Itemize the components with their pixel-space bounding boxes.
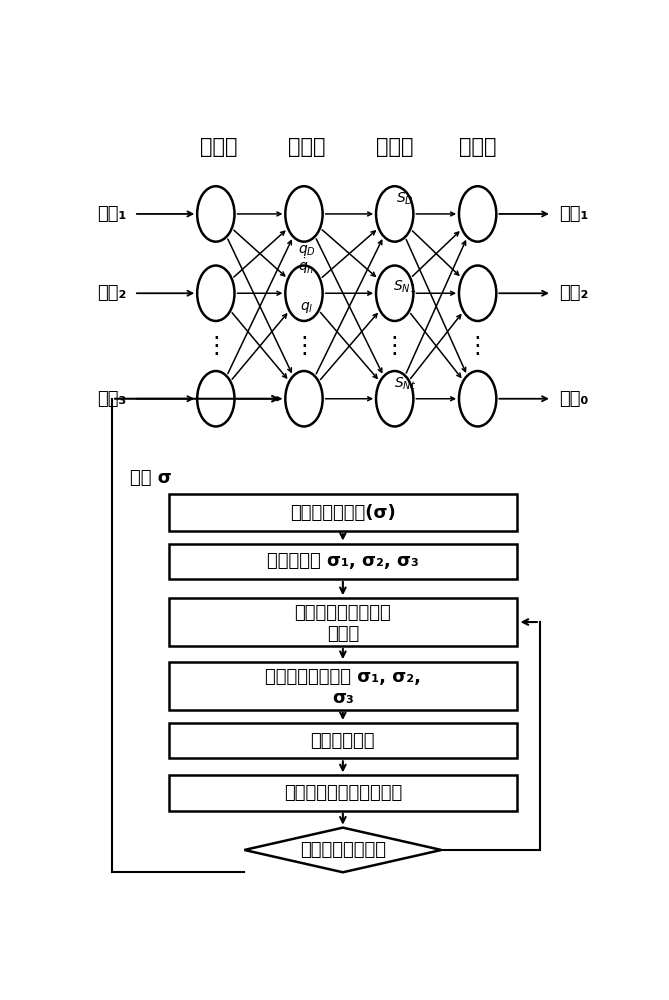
Text: ⋮: ⋮ — [292, 334, 316, 358]
Bar — [169, 494, 516, 531]
Text: σ₃: σ₃ — [332, 689, 354, 707]
Text: 更新狼群并计算灰狼: 更新狼群并计算灰狼 — [294, 604, 391, 622]
Text: ⋮: ⋮ — [383, 334, 407, 358]
Text: 输入层: 输入层 — [199, 137, 237, 157]
Text: 适应度: 适应度 — [326, 625, 359, 643]
Text: 求和层: 求和层 — [376, 137, 413, 157]
Text: $S_{Nt}$: $S_{Nt}$ — [394, 375, 416, 392]
Text: 变量₂: 变量₂ — [98, 284, 127, 302]
Text: 狼群位置更新: 狼群位置更新 — [310, 732, 375, 750]
Text: 输出层: 输出层 — [459, 137, 496, 157]
Text: $S_{N1}$: $S_{N1}$ — [393, 279, 417, 295]
Text: 初始化狼群位置(σ): 初始化狼群位置(σ) — [290, 504, 396, 522]
Text: 自适应迭代控制搜索范围: 自适应迭代控制搜索范围 — [284, 784, 402, 802]
Text: 变量₃: 变量₃ — [98, 390, 126, 408]
Circle shape — [285, 266, 322, 321]
Text: 输出₂: 输出₂ — [559, 284, 588, 302]
Text: ⋮: ⋮ — [204, 334, 227, 358]
Text: 变量₁: 变量₁ — [98, 205, 127, 223]
Text: $S_D$: $S_D$ — [396, 190, 414, 207]
Circle shape — [285, 371, 322, 426]
Text: 是否达到迭代上线: 是否达到迭代上线 — [300, 841, 386, 859]
Circle shape — [197, 186, 235, 242]
Circle shape — [376, 186, 413, 242]
Text: $q_l$: $q_l$ — [300, 300, 313, 315]
Text: ⋮: ⋮ — [466, 334, 490, 358]
Bar — [169, 723, 516, 758]
Circle shape — [376, 266, 413, 321]
Bar — [169, 662, 516, 710]
Circle shape — [459, 186, 496, 242]
Bar — [169, 775, 516, 811]
Circle shape — [197, 371, 235, 426]
Circle shape — [459, 266, 496, 321]
Text: 解集中搜索 σ₁, σ₂, σ₃: 解集中搜索 σ₁, σ₂, σ₃ — [267, 552, 419, 570]
Bar — [169, 598, 516, 646]
Circle shape — [376, 371, 413, 426]
Circle shape — [285, 186, 322, 242]
Text: 模式层: 模式层 — [288, 137, 325, 157]
Text: $\dot{q}_n$: $\dot{q}_n$ — [298, 256, 315, 276]
Text: 在狼群中重新选择 σ₁, σ₂,: 在狼群中重新选择 σ₁, σ₂, — [265, 668, 421, 686]
Text: $q_D$: $q_D$ — [298, 243, 316, 258]
Text: 输出₀: 输出₀ — [559, 390, 588, 408]
Bar — [169, 544, 516, 579]
Polygon shape — [244, 828, 442, 872]
Text: 输出₁: 输出₁ — [559, 205, 588, 223]
Text: 最优 σ: 最优 σ — [130, 469, 172, 487]
Circle shape — [197, 266, 235, 321]
Circle shape — [459, 371, 496, 426]
